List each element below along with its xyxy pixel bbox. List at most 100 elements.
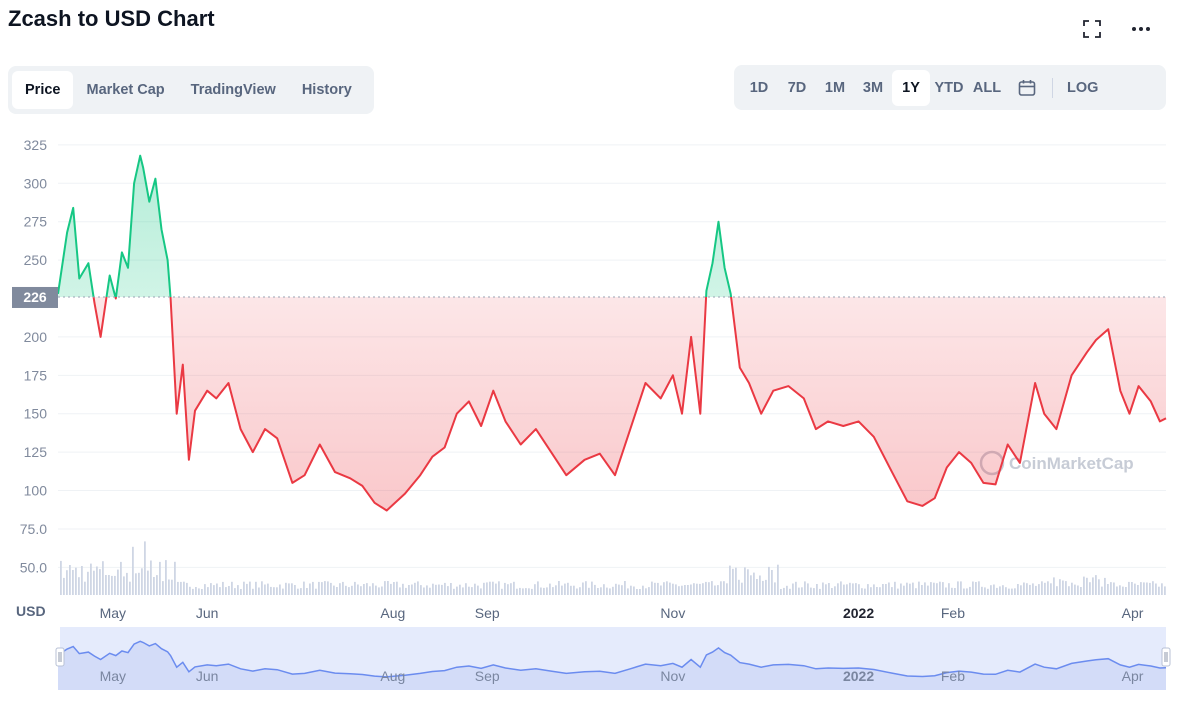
volume-bar xyxy=(972,581,974,595)
volume-bar xyxy=(783,587,785,595)
tab-market-cap[interactable]: Market Cap xyxy=(86,82,165,98)
volume-bar xyxy=(462,587,464,595)
x-tick-label: Sep xyxy=(475,605,500,621)
range-1m[interactable]: 1M xyxy=(824,79,846,96)
range-all[interactable]: ALL xyxy=(972,79,1002,96)
volume-bar xyxy=(624,581,626,595)
volume-bar xyxy=(1158,586,1160,595)
volume-bar xyxy=(663,582,665,595)
range-ytd[interactable]: YTD xyxy=(934,79,964,96)
volume-bar xyxy=(765,579,767,595)
volume-bar xyxy=(228,586,230,595)
volume-bar xyxy=(1035,585,1037,595)
volume-bar xyxy=(777,564,779,595)
y-tick-label: 250 xyxy=(24,252,48,268)
volume-bar xyxy=(990,585,992,595)
volume-bar xyxy=(1143,582,1145,595)
volume-bar xyxy=(219,587,221,595)
volume-bar xyxy=(615,583,617,595)
volume-bar xyxy=(681,585,683,595)
range-7d[interactable]: 7D xyxy=(787,79,807,96)
volume-bar xyxy=(879,587,881,595)
tab-tradingview[interactable]: TradingView xyxy=(190,82,276,98)
volume-bar xyxy=(348,587,350,595)
volume-bar xyxy=(606,587,608,595)
volume-bar xyxy=(756,579,758,595)
volume-bar xyxy=(1137,585,1139,595)
tab-history[interactable]: History xyxy=(301,82,352,98)
x-tick-label: Nov xyxy=(660,605,685,621)
volume-bar xyxy=(861,588,863,595)
volume-bar xyxy=(789,588,791,595)
volume-bar xyxy=(945,587,947,595)
volume-bar xyxy=(699,583,701,595)
volume-bar xyxy=(276,587,278,595)
tab-price[interactable]: Price xyxy=(12,71,74,109)
log-scale-toggle[interactable]: LOG xyxy=(1067,79,1099,96)
volume-bar xyxy=(147,570,149,595)
range-3m[interactable]: 3M xyxy=(862,79,884,96)
volume-bar xyxy=(312,581,314,595)
range-1y[interactable]: 1Y xyxy=(892,69,930,106)
volume-bar xyxy=(1026,583,1028,595)
navigator-label: Sep xyxy=(475,668,500,684)
volume-bar xyxy=(966,588,968,595)
volume-bar xyxy=(1011,588,1013,595)
volume-bar xyxy=(402,583,404,595)
volume-bar xyxy=(156,575,158,595)
volume-bar xyxy=(474,583,476,595)
x-tick-label: Jun xyxy=(196,605,219,621)
volume-bar xyxy=(546,587,548,595)
volume-bar xyxy=(996,587,998,595)
navigator-handle-left[interactable] xyxy=(55,647,65,667)
volume-bar xyxy=(114,575,116,595)
volume-bar xyxy=(468,586,470,595)
volume-bar xyxy=(60,560,62,595)
range-1d[interactable]: 1D xyxy=(749,79,769,96)
volume-bar xyxy=(1152,581,1154,595)
volume-bar xyxy=(168,579,170,595)
navigator-handle-right[interactable] xyxy=(1161,647,1171,667)
volume-bar xyxy=(1101,586,1103,595)
volume-bar xyxy=(930,582,932,595)
volume-bar xyxy=(864,588,866,595)
volume-bar xyxy=(915,588,917,595)
volume-bar xyxy=(666,581,668,595)
volume-bar xyxy=(843,584,845,595)
volume-bar xyxy=(1104,577,1106,595)
volume-bar xyxy=(108,575,110,595)
volume-bar xyxy=(192,588,194,595)
x-tick-label: May xyxy=(100,605,126,621)
navigator[interactable]: May Jun Aug Sep Nov 2022 Feb Apr xyxy=(55,627,1171,690)
volume-bar xyxy=(261,581,263,595)
volume-bar xyxy=(72,570,74,595)
volume-bar xyxy=(582,582,584,595)
volume-bar xyxy=(885,584,887,595)
volume-bar xyxy=(387,581,389,595)
fullscreen-icon[interactable] xyxy=(1079,16,1105,42)
volume-bar xyxy=(285,582,287,595)
volume-bar xyxy=(1002,585,1004,595)
volume-bar xyxy=(288,583,290,595)
volume-bar xyxy=(801,587,803,595)
volume-bar xyxy=(138,572,140,595)
calendar-icon[interactable] xyxy=(1006,78,1048,98)
volume-bar xyxy=(441,584,443,595)
chart-type-tabs: Price Market Cap TradingView History xyxy=(8,66,374,114)
volume-bar xyxy=(981,586,983,595)
volume-bar xyxy=(891,587,893,595)
volume-bar xyxy=(324,581,326,595)
volume-bar xyxy=(936,583,938,595)
volume-bar xyxy=(492,581,494,595)
volume-bar xyxy=(759,575,761,595)
volume-bar xyxy=(90,563,92,595)
more-icon[interactable] xyxy=(1128,16,1154,42)
volume-bar xyxy=(231,581,233,595)
volume-bar xyxy=(603,584,605,595)
volume-bar xyxy=(732,568,734,595)
navigator-area xyxy=(58,641,1166,690)
volume-bar xyxy=(405,587,407,595)
y-tick-label: 50.0 xyxy=(20,559,47,575)
volume-bar xyxy=(669,582,671,595)
